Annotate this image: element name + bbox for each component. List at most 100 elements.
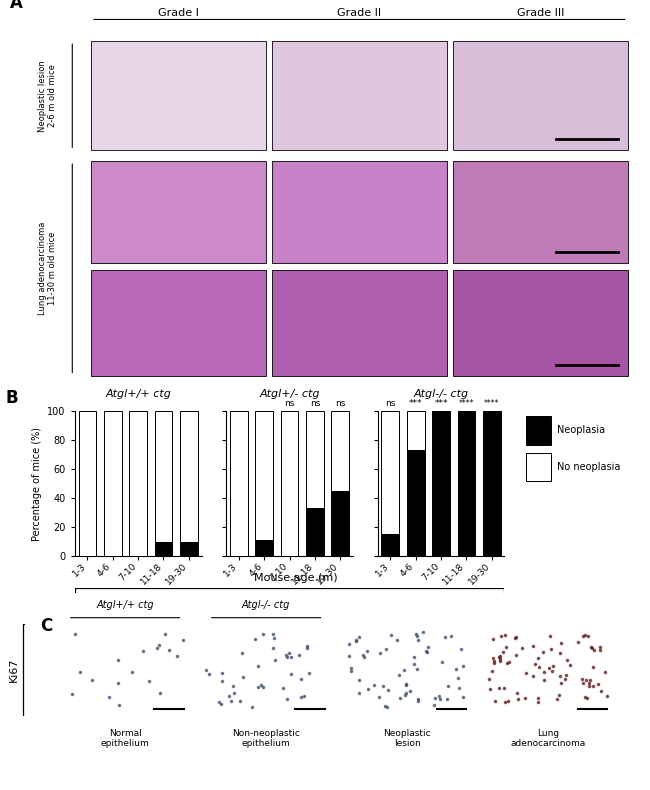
Point [345, 664, 356, 677]
Point [227, 679, 238, 692]
Bar [155, 411, 172, 542]
Point [538, 645, 548, 658]
Text: Grade III: Grade III [517, 8, 564, 17]
Point [395, 692, 405, 705]
Point [127, 666, 137, 679]
Text: No neoplasia: No neoplasia [558, 462, 621, 472]
Point [394, 668, 404, 681]
Point [298, 689, 309, 702]
Point [595, 641, 605, 653]
Point [484, 673, 495, 686]
Point [533, 695, 543, 708]
Point [380, 700, 390, 713]
Point [413, 693, 424, 705]
Point [155, 687, 165, 700]
Point [437, 656, 447, 668]
Title: Atgl-/- ctg: Atgl-/- ctg [413, 389, 469, 399]
Point [532, 652, 543, 664]
Point [488, 652, 498, 664]
Point [521, 666, 531, 679]
Point [351, 635, 361, 648]
Point [489, 656, 499, 669]
Bar [281, 411, 298, 556]
Point [293, 649, 304, 661]
Point [278, 682, 288, 694]
Point [577, 630, 588, 643]
Point [74, 666, 85, 679]
Point [539, 674, 549, 687]
Point [512, 687, 523, 699]
Point [256, 679, 266, 691]
Bar [382, 411, 399, 534]
Point [283, 646, 294, 659]
Bar [180, 411, 198, 542]
Point [582, 692, 592, 705]
Point [421, 645, 431, 657]
Point [358, 649, 369, 661]
Point [152, 642, 162, 655]
Text: Mouse age (m): Mouse age (m) [254, 573, 337, 583]
Point [178, 634, 188, 646]
Point [587, 642, 597, 655]
Point [302, 641, 312, 654]
Text: Neoplastic lesion
2-6 m old mice: Neoplastic lesion 2-6 m old mice [38, 60, 57, 132]
Bar [332, 491, 349, 556]
Bar [91, 41, 266, 150]
Point [384, 683, 394, 696]
Point [450, 663, 461, 675]
Point [488, 633, 499, 645]
Point [386, 629, 396, 641]
Point [216, 698, 226, 710]
Point [214, 695, 224, 708]
Point [528, 640, 538, 653]
Point [538, 665, 549, 678]
Text: Ki67: Ki67 [9, 657, 20, 683]
Point [358, 651, 369, 664]
Point [499, 682, 510, 694]
Point [354, 630, 365, 643]
Point [418, 626, 428, 638]
Point [409, 657, 419, 670]
Point [113, 677, 124, 690]
Point [351, 634, 361, 646]
Point [269, 632, 280, 645]
Point [589, 643, 599, 656]
Point [560, 672, 570, 685]
Point [172, 649, 183, 662]
Point [375, 647, 385, 660]
Text: ****: **** [459, 399, 474, 408]
Bar [91, 161, 266, 263]
Point [555, 670, 566, 683]
Point [510, 631, 521, 644]
Point [66, 687, 77, 700]
Text: Atgl+/+ ctg: Atgl+/+ ctg [96, 600, 154, 611]
Point [511, 630, 521, 643]
Point [400, 688, 410, 701]
Bar [332, 411, 349, 491]
Point [422, 645, 432, 658]
Bar [306, 508, 324, 556]
Point [400, 687, 411, 700]
Bar [407, 411, 424, 450]
Point [528, 670, 538, 683]
Point [554, 646, 565, 659]
Point [562, 653, 572, 666]
Text: Lung
adenocarcinoma: Lung adenocarcinoma [511, 728, 586, 748]
Bar [129, 411, 147, 556]
Point [583, 630, 593, 643]
Point [490, 694, 501, 707]
Point [595, 643, 606, 656]
Point [443, 680, 453, 693]
Point [580, 690, 590, 703]
Text: Neoplasia: Neoplasia [558, 425, 606, 435]
Point [530, 658, 540, 671]
Point [138, 645, 148, 657]
Point [404, 684, 415, 697]
Point [440, 631, 450, 644]
Point [520, 691, 530, 704]
Point [456, 642, 466, 655]
Point [295, 673, 306, 686]
Point [86, 674, 97, 687]
Point [560, 668, 571, 681]
Point [446, 630, 456, 643]
